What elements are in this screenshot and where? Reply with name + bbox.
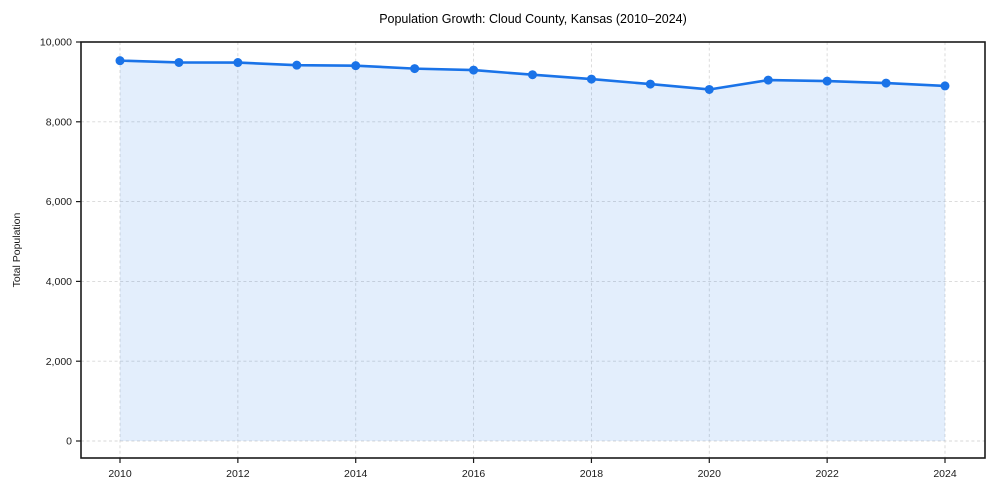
y-tick-label: 2,000	[46, 356, 72, 368]
data-point-2015	[410, 64, 420, 74]
data-point-2019	[645, 79, 655, 89]
data-point-2014	[351, 61, 361, 71]
y-tick-label: 0	[66, 436, 72, 448]
data-point-2024	[940, 81, 950, 91]
data-point-2011	[174, 57, 184, 67]
data-point-2010	[115, 56, 125, 66]
plot-frame	[80, 41, 986, 459]
data-point-2018	[586, 74, 596, 84]
x-tick-label: 2016	[462, 468, 486, 480]
x-tick-label: 2022	[815, 468, 839, 480]
y-tick-label: 4,000	[46, 276, 72, 288]
data-point-2016	[469, 65, 479, 75]
data-point-2022	[822, 76, 832, 86]
y-tick-label: 6,000	[46, 196, 72, 208]
y-axis-label: Total Population	[11, 212, 23, 288]
data-point-2021	[763, 75, 773, 85]
x-tick-label: 2018	[580, 468, 604, 480]
x-tick-label: 2014	[344, 468, 368, 480]
x-tick-label: 2010	[108, 468, 132, 480]
data-point-2017	[528, 70, 537, 80]
data-point-2020	[704, 84, 714, 94]
chart-title: Population Growth: Cloud County, Kansas …	[379, 12, 687, 26]
data-point-2023	[881, 78, 891, 88]
data-point-2012	[233, 58, 243, 68]
y-tick-label: 8,000	[46, 116, 72, 128]
x-tick-label: 2024	[933, 468, 957, 480]
area-fill	[120, 60, 945, 441]
data-point-2013	[292, 60, 302, 70]
y-tick-label: 10,000	[40, 37, 72, 49]
x-tick-label: 2020	[698, 468, 722, 480]
x-tick-label: 2012	[226, 468, 250, 480]
